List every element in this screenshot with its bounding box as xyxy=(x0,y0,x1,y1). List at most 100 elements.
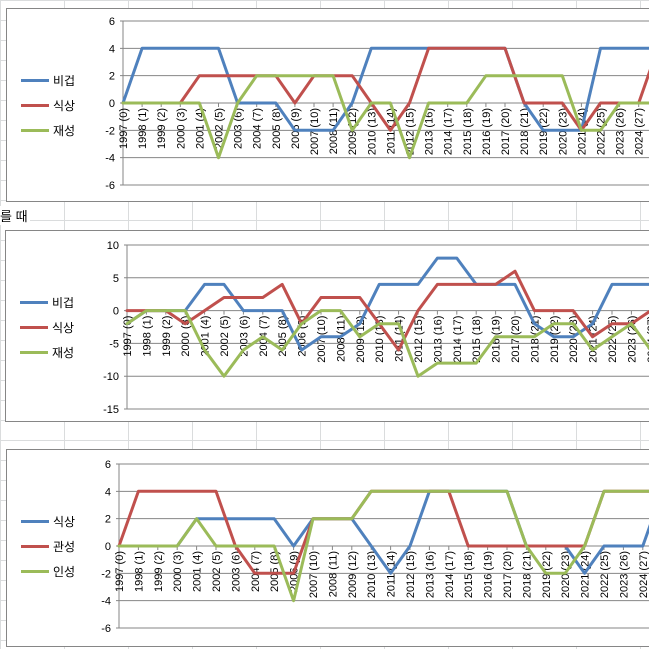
x-tick-label: 2008 (11) xyxy=(327,551,339,597)
x-tick-label: 2002 (5) xyxy=(211,551,223,592)
x-tick-label: 2009 (12) xyxy=(347,551,359,598)
x-tick-label: 2006 (9) xyxy=(290,108,302,149)
x-tick-label: 2018 (21) xyxy=(519,108,531,155)
series-line xyxy=(121,74,649,160)
legend-line xyxy=(21,545,49,548)
x-tick-label: 1999 (2) xyxy=(156,108,168,149)
y-tick-label: -6 xyxy=(101,623,111,635)
x-tick-label: 2003 (6) xyxy=(233,108,245,149)
y-tick-label: 4 xyxy=(109,43,115,55)
x-tick-label: 2010 (13) xyxy=(366,108,378,155)
x-tick-label: 2012 (15) xyxy=(405,551,417,598)
x-tick-label: 2012 (15) xyxy=(413,316,425,363)
x-tick-label: 2016 (19) xyxy=(491,316,503,363)
x-tick-label: 2000 (3) xyxy=(180,316,192,357)
x-tick-label: 1998 (1) xyxy=(137,108,149,149)
y-tick-label: -15 xyxy=(103,404,119,416)
x-tick-label: 2024 (27) xyxy=(634,108,646,155)
x-tick-label: 2022 (25) xyxy=(596,108,608,155)
series-line xyxy=(125,269,649,352)
legend-label: 인성 xyxy=(53,565,76,579)
x-tick-label: 2008 (11) xyxy=(335,316,347,362)
x-tick-label: 2024 (27) xyxy=(646,316,649,363)
x-tick-label: 1999 (2) xyxy=(161,316,173,357)
legend-label: 관성 xyxy=(53,540,76,554)
x-tick-label: 2023 (26) xyxy=(618,551,630,598)
x-tick-label: 2013 (16) xyxy=(424,551,436,598)
legend-line xyxy=(21,104,49,107)
x-tick-label: 2000 (3) xyxy=(175,108,187,149)
legend-label: 식상 xyxy=(53,99,76,113)
x-tick-label: 2013 (16) xyxy=(424,108,436,155)
legend-label: 식상 xyxy=(53,515,76,529)
x-tick-label: 2014 (17) xyxy=(444,551,456,598)
x-tick-label: 2022 (25) xyxy=(599,551,611,598)
x-tick-label: 2004 (7) xyxy=(250,551,262,592)
y-tick-label: 0 xyxy=(109,98,115,110)
y-tick-label: 0 xyxy=(113,306,119,318)
y-tick-label: -2 xyxy=(101,568,111,580)
x-tick-label: 2002 (5) xyxy=(219,316,231,357)
y-tick-label: 10 xyxy=(107,240,119,252)
x-tick-label: 2009 (12) xyxy=(347,108,359,155)
y-tick-label: 5 xyxy=(113,273,119,285)
legend-label: 식상 xyxy=(52,321,75,335)
x-tick-label: 2017 (20) xyxy=(500,108,512,155)
x-tick-label: 2021 (24) xyxy=(588,316,600,363)
x-tick-label: 2014 (17) xyxy=(443,108,455,155)
x-tick-label: 2016 (19) xyxy=(483,551,495,598)
chart-3[interactable]: 6 4 2 0 -2 -4 -6 1997 (0) 1998 (1) 1999 (2) 2000 (… xyxy=(6,449,649,647)
x-tick-label: 1997 (0) xyxy=(118,108,130,149)
x-tick-label: 2007 (10) xyxy=(316,316,328,363)
legend-line xyxy=(21,570,49,573)
x-tick-label: 1999 (2) xyxy=(153,551,165,592)
x-tick-label: 2007 (10) xyxy=(308,551,320,598)
cell-text: 를 때 xyxy=(0,206,30,225)
series-line xyxy=(125,309,649,378)
legend-line xyxy=(20,326,48,329)
y-tick-label: 6 xyxy=(109,16,115,28)
series-line xyxy=(121,46,649,132)
x-tick-label: 2019 (22) xyxy=(549,316,561,363)
x-tick-label: 2002 (5) xyxy=(214,108,226,149)
x-tick-label: 2009 (12) xyxy=(355,316,367,363)
x-tick-label: 2017 (20) xyxy=(510,316,522,363)
chart-1[interactable]: 6 4 2 0 -2 -4 -6 1997 (0) 1998 (1) 1999 (2) 2000 (… xyxy=(6,8,649,202)
y-tick-label: -2 xyxy=(105,125,115,137)
legend-line xyxy=(20,301,48,304)
y-tick-label: 2 xyxy=(109,71,115,83)
legend-label: 재성 xyxy=(52,346,75,360)
x-tick-label: 2003 (6) xyxy=(230,551,242,592)
x-tick-label: 2011 (14) xyxy=(394,316,406,362)
y-tick-label: -5 xyxy=(109,338,119,350)
x-tick-label: 2015 (18) xyxy=(463,551,475,598)
y-tick-label: 4 xyxy=(105,486,111,498)
x-tick-label: 2000 (3) xyxy=(172,551,184,592)
legend-line xyxy=(21,520,49,523)
x-tick-label: 2013 (16) xyxy=(432,316,444,363)
legend-label: 재성 xyxy=(53,124,76,138)
legend-line xyxy=(21,79,49,82)
y-tick-label: 2 xyxy=(105,514,111,526)
series-line xyxy=(117,489,649,603)
y-tick-label: 0 xyxy=(105,541,111,553)
x-tick-label: 2014 (17) xyxy=(452,316,464,363)
legend-label: 비겁 xyxy=(53,74,76,88)
y-tick-label: -10 xyxy=(103,371,119,383)
x-tick-label: 2020 (23) xyxy=(560,551,572,598)
x-tick-label: 1997 (0) xyxy=(114,551,126,592)
x-tick-label: 2024 (27) xyxy=(638,551,649,598)
x-tick-label: 2021 (24) xyxy=(580,551,592,598)
legend-line xyxy=(20,351,48,354)
y-tick-label: -4 xyxy=(101,596,111,608)
x-tick-label: 2010 (13) xyxy=(366,551,378,598)
y-tick-label: 6 xyxy=(105,459,111,471)
x-tick-label: 2015 (18) xyxy=(471,316,483,363)
x-tick-label: 1998 (1) xyxy=(141,316,153,357)
x-tick-label: 2023 (26) xyxy=(615,108,627,155)
chart-svg: 6 4 2 0 -2 -4 -6 1997 (0) 1998 (1) 1999 (2) 2000 (… xyxy=(101,459,649,635)
chart-2[interactable]: 10 5 0 -5 -10 -15 1997 (0) 1998 (1) 1999 (2) 2000… xyxy=(5,230,649,422)
y-tick-label: -4 xyxy=(105,153,115,165)
x-tick-label: 2015 (18) xyxy=(462,108,474,155)
x-tick-label: 2001 (4) xyxy=(192,551,204,592)
